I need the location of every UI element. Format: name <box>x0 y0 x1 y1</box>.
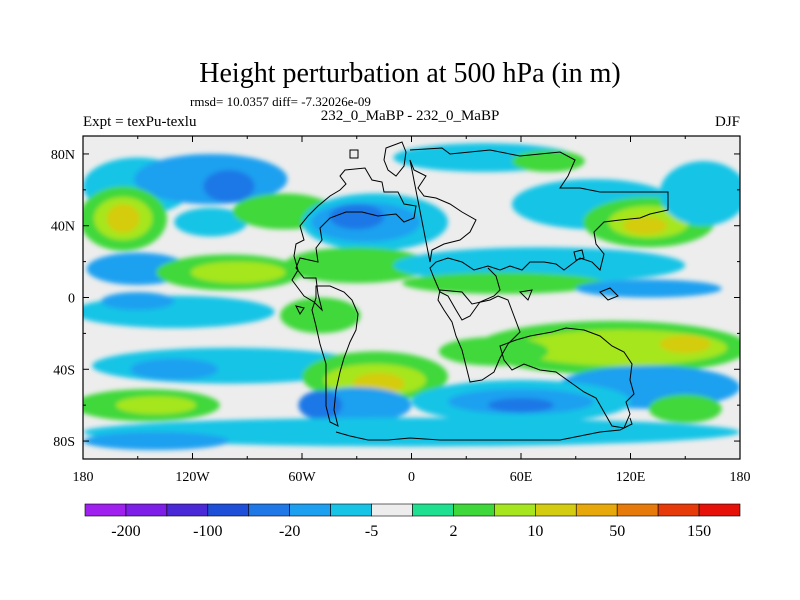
y-axis: 80N 40N 0 40S 80S <box>51 148 740 450</box>
contour-region-33 <box>130 358 219 381</box>
contour-region-16 <box>623 216 667 235</box>
continent-outline-antarctica <box>335 417 633 441</box>
colorbar-label: 50 <box>609 523 625 540</box>
colorbar-swatch-15 <box>698 503 741 517</box>
continent-outline-australia <box>499 327 635 429</box>
right-label: DJF <box>715 114 740 130</box>
continent-outline-layer <box>291 141 669 441</box>
x-tick-label: 0 <box>408 470 415 485</box>
contour-region-26 <box>101 292 175 311</box>
colorbar-swatch-10 <box>494 503 536 517</box>
contour-region-6 <box>174 207 248 237</box>
contour-fill-layer <box>83 143 740 451</box>
colorbar-swatch-3 <box>207 503 250 517</box>
colorbar-label: -200 <box>111 523 140 540</box>
contour-region-20 <box>190 261 286 284</box>
contour-region-24 <box>575 279 722 298</box>
y-tick-label: 80N <box>51 148 75 163</box>
contour-region-40 <box>488 397 554 413</box>
y-tick-label: 80S <box>53 435 75 450</box>
contour-region-44 <box>298 390 343 420</box>
y-tick-label: 40S <box>53 363 75 378</box>
continent-outline-north-america <box>291 149 417 312</box>
plot-area <box>82 135 741 460</box>
colorbar-label: 2 <box>449 523 457 540</box>
colorbar-swatch-6 <box>330 503 372 517</box>
colorbar-label: 150 <box>687 523 711 540</box>
x-tick-label: 120E <box>616 470 646 485</box>
contour-region-45 <box>83 417 740 447</box>
chart-subtitle: rmsd= 10.0357 diff= -7.32026e-09 <box>190 94 371 109</box>
colorbar-swatch-5 <box>289 503 331 517</box>
x-tick-label: 120W <box>175 470 210 485</box>
continent-outline-eurasia <box>409 147 669 321</box>
contour-region-46 <box>83 432 229 451</box>
colorbar-swatch-13 <box>616 503 659 517</box>
colorbar-swatch-4 <box>248 503 290 517</box>
contour-region-27 <box>280 297 361 334</box>
x-axis: 180 120W 60W 0 60E 120E 180 <box>73 136 751 485</box>
continent-outline-south-america <box>311 285 359 427</box>
colorbar-label: -5 <box>365 523 378 540</box>
contour-region-17 <box>659 161 740 226</box>
contour-region-31 <box>438 336 549 366</box>
colorbar-swatch-2 <box>166 503 209 517</box>
contour-region-10 <box>329 204 385 230</box>
colorbar-swatch-14 <box>657 503 700 517</box>
colorbar: -200 -100 -20 -5 2 10 50 150 <box>84 503 741 540</box>
colorbar-label: -100 <box>193 523 222 540</box>
left-label: Expt = texPu-texlu <box>83 114 197 130</box>
x-tick-label: 180 <box>730 470 751 485</box>
colorbar-swatch-8 <box>412 503 454 517</box>
colorbar-swatch-7 <box>371 503 413 517</box>
colorbar-swatch-11 <box>535 503 577 517</box>
contour-region-5 <box>106 204 140 233</box>
contour-region-30 <box>659 335 711 354</box>
contour-region-47 <box>648 394 722 424</box>
y-tick-label: 40N <box>51 220 75 235</box>
colorbar-swatch-0 <box>84 503 127 517</box>
contour-region-23 <box>402 272 604 294</box>
contour-region-21 <box>283 247 430 284</box>
colorbar-swatch-12 <box>575 503 618 517</box>
continent-outline-islands <box>295 249 619 315</box>
colorbar-swatch-9 <box>453 503 495 517</box>
x-tick-label: 60E <box>510 470 533 485</box>
x-tick-label: 180 <box>73 470 94 485</box>
continent-outline-greenland <box>383 141 407 177</box>
y-tick-label: 0 <box>68 292 75 307</box>
colorbar-label: -20 <box>279 523 300 540</box>
center-label: 232_0_MaBP - 232_0_MaBP <box>321 108 500 124</box>
continent-outline-africa <box>437 289 521 383</box>
contour-region-2 <box>203 170 255 203</box>
colorbar-label: 10 <box>527 523 543 540</box>
contour-region-42 <box>115 396 197 415</box>
colorbar-swatch-1 <box>125 503 168 517</box>
chart-title: Height perturbation at 500 hPa (in m) <box>199 58 620 89</box>
x-tick-label: 60W <box>288 470 316 485</box>
